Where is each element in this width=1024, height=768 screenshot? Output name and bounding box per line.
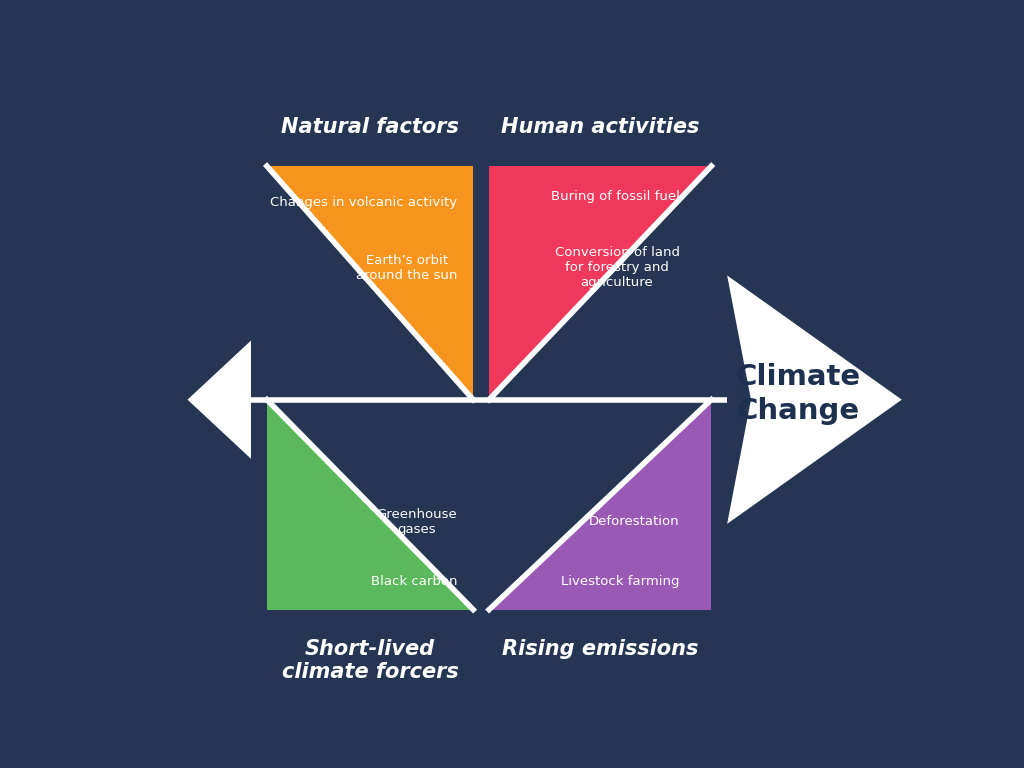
Polygon shape bbox=[489, 166, 712, 399]
Polygon shape bbox=[727, 276, 902, 524]
Text: Natural factors: Natural factors bbox=[282, 117, 459, 137]
Polygon shape bbox=[489, 399, 712, 610]
Text: Changes in volcanic activity: Changes in volcanic activity bbox=[270, 196, 458, 209]
Text: Short-lived
climate forcers: Short-lived climate forcers bbox=[282, 639, 459, 683]
Text: Rising emissions: Rising emissions bbox=[502, 639, 698, 659]
Polygon shape bbox=[187, 340, 251, 458]
Polygon shape bbox=[267, 399, 473, 610]
Text: Black carbon: Black carbon bbox=[371, 574, 458, 588]
Text: Buring of fossil fuel: Buring of fossil fuel bbox=[551, 190, 680, 203]
Text: Greenhouse
gases: Greenhouse gases bbox=[377, 508, 458, 536]
Polygon shape bbox=[267, 166, 473, 399]
Text: Conversion of land
for forestry and
agriculture: Conversion of land for forestry and agri… bbox=[555, 246, 680, 289]
Text: Livestock farming: Livestock farming bbox=[561, 574, 680, 588]
Text: Deforestation: Deforestation bbox=[589, 515, 680, 528]
Text: Human activities: Human activities bbox=[501, 117, 699, 137]
Text: Earth’s orbit
around the sun: Earth’s orbit around the sun bbox=[356, 253, 458, 282]
Text: Climate
Change: Climate Change bbox=[735, 363, 860, 425]
